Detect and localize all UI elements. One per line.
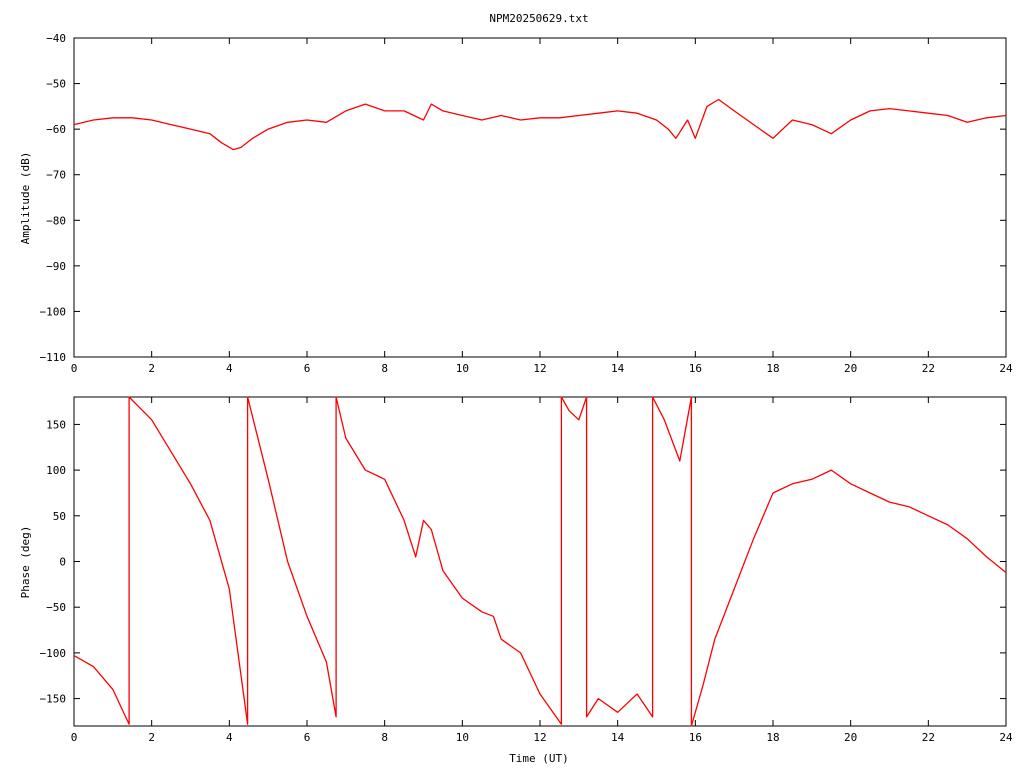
phase-x-tick-label: 4 (226, 731, 233, 744)
amplitude-x-tick-label: 0 (71, 362, 78, 375)
phase-x-tick-label: 14 (611, 731, 625, 744)
amplitude-ticks: 0 2 4 6 8 10 12 14 16 18 20 22 24−40−50−60−70−80−90−… (40, 32, 1013, 375)
phase-y-tick-label: −100 (40, 647, 67, 660)
amplitude-x-tick-label: 8 (381, 362, 388, 375)
phase-x-tick-label: 24 (999, 731, 1013, 744)
phase-x-tick-label: 22 (922, 731, 935, 744)
amplitude-y-tick-label: −100 (40, 305, 67, 318)
amplitude-y-tick-label: −40 (46, 32, 66, 45)
amplitude-x-tick-label: 22 (922, 362, 935, 375)
amplitude-series-line (73, 98, 1007, 151)
amplitude-y-axis-label: Amplitude (dB) (19, 152, 32, 245)
phase-series-line (73, 396, 1007, 727)
amplitude-panel: Amplitude (dB) 0 2 4 6 8 10 12 14 16 18 20 22 24−40−… (19, 32, 1013, 375)
amplitude-x-tick-label: 18 (766, 362, 779, 375)
phase-x-tick-label: 16 (689, 731, 702, 744)
phase-x-tick-label: 8 (381, 731, 388, 744)
phase-x-axis-label: Time (UT) (509, 752, 569, 765)
amplitude-x-tick-label: 20 (844, 362, 857, 375)
amplitude-y-tick-label: −110 (40, 351, 67, 364)
phase-panel: Phase (deg) 0 2 4 6 8 10 12 14 16 18 20 22 241501005… (19, 396, 1013, 765)
amplitude-x-tick-label: 2 (148, 362, 155, 375)
amplitude-y-tick-label: −60 (46, 123, 66, 136)
chart-title: NPM20250629.txt (489, 12, 588, 25)
phase-plot-frame (73, 396, 1007, 727)
phase-x-tick-label: 20 (844, 731, 857, 744)
phase-x-tick-label: 12 (533, 731, 546, 744)
amplitude-y-tick-label: −50 (46, 78, 66, 91)
phase-x-tick-label: 18 (766, 731, 779, 744)
phase-x-tick-label: 2 (148, 731, 155, 744)
phase-y-tick-label: 50 (53, 510, 66, 523)
amplitude-x-tick-label: 14 (611, 362, 625, 375)
amplitude-x-tick-label: 16 (689, 362, 702, 375)
amplitude-x-tick-label: 4 (226, 362, 233, 375)
phase-x-tick-label: 6 (304, 731, 311, 744)
phase-y-tick-label: 150 (46, 418, 66, 431)
amplitude-y-tick-label: −80 (46, 214, 66, 227)
phase-y-tick-label: −50 (46, 601, 66, 614)
amplitude-x-tick-label: 6 (304, 362, 311, 375)
phase-x-tick-label: 10 (456, 731, 469, 744)
amplitude-y-tick-label: −70 (46, 169, 66, 182)
amplitude-y-tick-label: −90 (46, 260, 66, 273)
phase-y-tick-label: 0 (59, 556, 66, 569)
phase-x-tick-label: 0 (71, 731, 78, 744)
phase-y-tick-label: −150 (40, 693, 67, 706)
amplitude-plot-frame (73, 37, 1007, 358)
phase-y-tick-label: 100 (46, 464, 66, 477)
phase-ticks: 0 2 4 6 8 10 12 14 16 18 20 22 24150100500−50−100−15… (40, 397, 1013, 744)
amplitude-x-tick-label: 24 (999, 362, 1013, 375)
amplitude-x-tick-label: 12 (533, 362, 546, 375)
amplitude-x-tick-label: 10 (456, 362, 469, 375)
phase-y-axis-label: Phase (deg) (19, 526, 32, 599)
